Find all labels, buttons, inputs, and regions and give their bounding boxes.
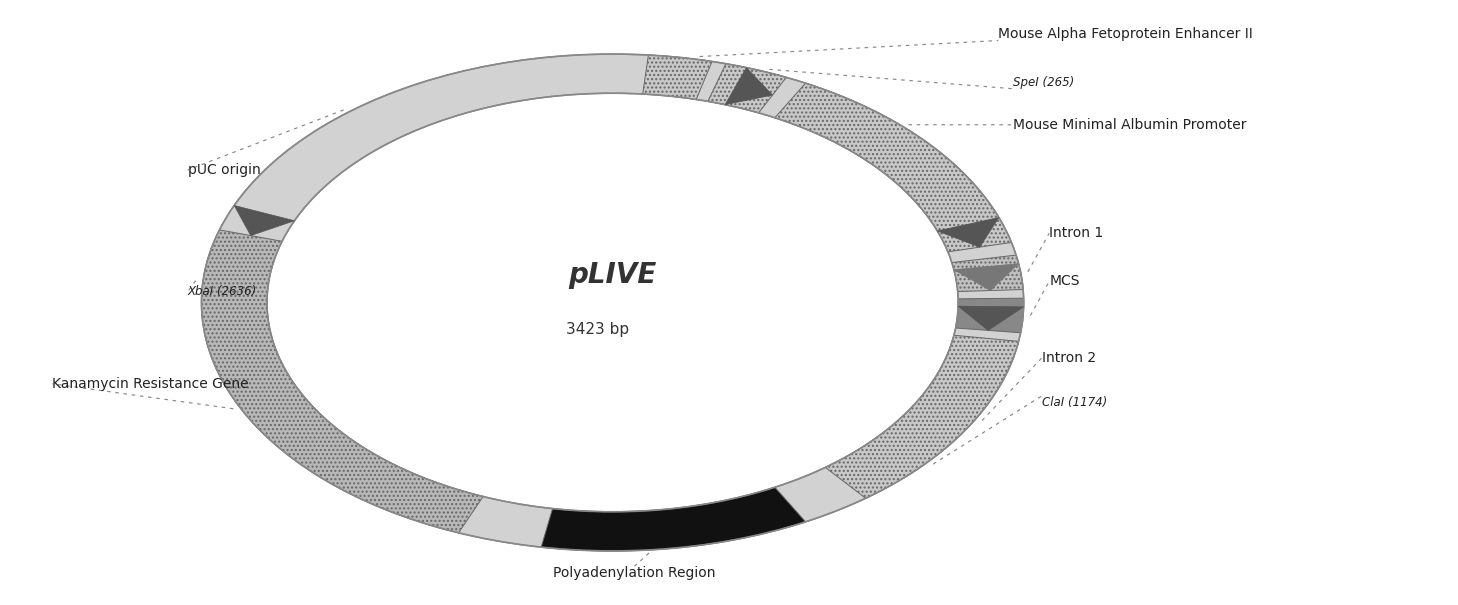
Polygon shape <box>954 264 1019 290</box>
Text: 3423 bp: 3423 bp <box>567 322 630 337</box>
Polygon shape <box>937 218 999 247</box>
Text: pUC origin: pUC origin <box>188 163 261 177</box>
Text: pLIVE: pLIVE <box>569 261 656 289</box>
Polygon shape <box>235 206 295 235</box>
Text: SpeI (265): SpeI (265) <box>1013 76 1075 89</box>
Polygon shape <box>541 487 806 551</box>
Polygon shape <box>201 230 483 533</box>
Polygon shape <box>955 298 1024 333</box>
Polygon shape <box>643 55 712 99</box>
Polygon shape <box>825 335 1019 499</box>
Polygon shape <box>707 64 786 113</box>
Text: Kanamycin Resistance Gene: Kanamycin Resistance Gene <box>52 377 249 391</box>
Polygon shape <box>725 68 773 105</box>
Polygon shape <box>958 306 1024 330</box>
Text: XbaI (2636): XbaI (2636) <box>188 285 257 298</box>
Text: Mouse Minimal Albumin Promoter: Mouse Minimal Albumin Promoter <box>1013 118 1247 132</box>
Text: Intron 2: Intron 2 <box>1042 351 1096 365</box>
Text: Mouse Alpha Fetoprotein Enhancer II: Mouse Alpha Fetoprotein Enhancer II <box>999 27 1252 41</box>
Text: ClaI (1174): ClaI (1174) <box>1042 396 1107 409</box>
Polygon shape <box>774 83 1012 252</box>
Text: Polyadenylation Region: Polyadenylation Region <box>553 566 716 580</box>
Polygon shape <box>952 255 1024 292</box>
Polygon shape <box>201 54 1024 551</box>
Text: MCS: MCS <box>1050 275 1079 289</box>
Text: Intron 1: Intron 1 <box>1050 226 1104 240</box>
